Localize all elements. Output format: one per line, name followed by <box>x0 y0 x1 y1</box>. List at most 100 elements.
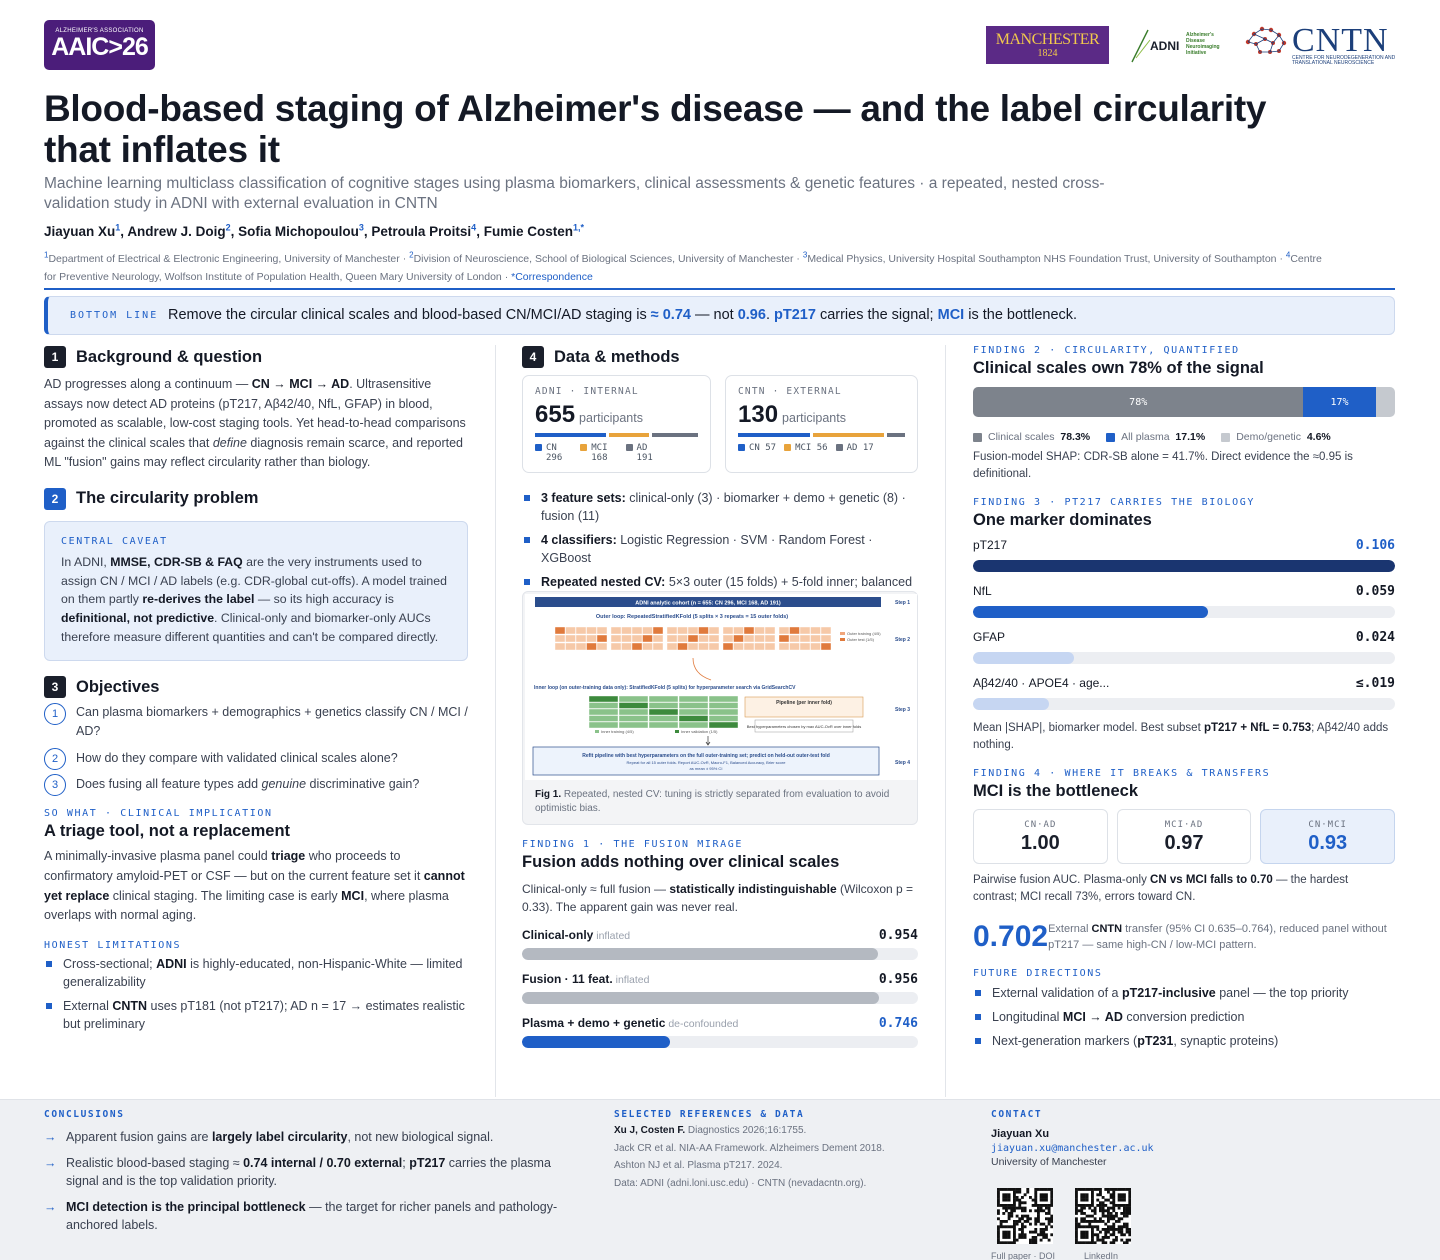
qr-module <box>1101 1209 1105 1213</box>
poster-subtitle: Machine learning multiclass classificati… <box>44 175 1105 212</box>
finding-heading: Fusion adds nothing over clinical scales <box>522 853 840 871</box>
conclusion-item: → Realistic blood-based staging ≈ 0.74 in… <box>44 1156 551 1188</box>
qr-module <box>1039 1198 1043 1202</box>
bar-fill <box>973 652 1075 664</box>
qr-module <box>1037 1217 1040 1221</box>
caveat-kicker: CENTRAL CAVEAT <box>61 535 168 547</box>
qr-code-paper[interactable] <box>997 1188 1053 1244</box>
qr-module <box>1045 1233 1048 1237</box>
adni-mark-icon <box>1131 29 1151 63</box>
qr-module <box>1075 1238 1078 1242</box>
qr-module <box>1021 1206 1024 1210</box>
qr-module <box>1112 1201 1116 1205</box>
qr-module <box>997 1230 1000 1234</box>
qr-module <box>1023 1201 1027 1205</box>
fold-cell <box>575 642 587 651</box>
cohort-bar-segment <box>608 433 650 437</box>
qr-module <box>1083 1230 1086 1234</box>
qr-module <box>1029 1217 1032 1221</box>
qr-module <box>1005 1230 1008 1234</box>
fold-cell <box>799 626 811 635</box>
qr-module <box>1080 1241 1084 1244</box>
qr-module <box>1091 1233 1094 1237</box>
qr-module <box>1002 1196 1006 1199</box>
qr-module <box>1021 1236 1024 1239</box>
inner-fold-cell <box>588 695 619 703</box>
qr-module <box>1010 1206 1014 1210</box>
qr-module <box>1021 1209 1024 1213</box>
qr-module <box>1112 1217 1116 1221</box>
qr-module <box>1128 1198 1131 1202</box>
qr-module <box>1021 1228 1024 1231</box>
qr-module <box>1101 1220 1105 1223</box>
qr-module <box>1125 1204 1129 1207</box>
step-label: Step 4 <box>895 760 910 766</box>
reference-item: Jack CR et al. NIA-AA Framework. Alzheim… <box>614 1142 885 1154</box>
qr-module <box>1005 1225 1008 1229</box>
qr-module <box>1120 1233 1124 1237</box>
inner-fold-cell <box>588 702 619 709</box>
qr-module <box>1101 1238 1105 1242</box>
cohort-legend-item: MCI 168 <box>580 443 608 463</box>
qr-module <box>1093 1212 1097 1215</box>
qr-module <box>1117 1220 1121 1223</box>
refit-box <box>532 746 880 776</box>
qr-module <box>1034 1230 1038 1234</box>
fold-cell <box>733 634 744 643</box>
qr-module <box>997 1241 1000 1244</box>
cntn-transfer-value: 0.702 <box>973 920 1049 953</box>
qr-module <box>1096 1233 1100 1237</box>
qr-module <box>1123 1209 1126 1213</box>
qr-module <box>1077 1204 1081 1207</box>
qr-module <box>1085 1241 1089 1244</box>
poster-title: Blood-based staging of Alzheimer's disea… <box>44 88 1267 170</box>
qr-module <box>1013 1196 1016 1199</box>
nested-cv-diagram: ADNI analytic cohort (n = 655: CN 296, M… <box>532 597 910 776</box>
qr-module <box>1080 1233 1084 1237</box>
qr-module <box>1096 1225 1100 1229</box>
qr-module <box>1034 1201 1038 1205</box>
reference-item: Data: ADNI (adni.loni.usc.edu) · CNTN (n… <box>614 1177 867 1189</box>
qr-module <box>1099 1220 1102 1223</box>
qr-module <box>1091 1220 1094 1223</box>
qr-module <box>1085 1198 1089 1202</box>
qr-module <box>1029 1222 1032 1226</box>
qr-module <box>1045 1212 1048 1215</box>
qr-module <box>1123 1193 1126 1197</box>
qr-module <box>1112 1228 1116 1231</box>
refit-label: Refit pipeline with best hyperparameters… <box>582 753 830 759</box>
qr-module <box>1050 1196 1053 1199</box>
qr-module <box>1015 1198 1019 1202</box>
qr-module <box>1013 1220 1016 1223</box>
fold-cell <box>554 626 566 635</box>
qr-module <box>1099 1217 1102 1221</box>
qr-module <box>1034 1198 1038 1202</box>
qr-module <box>1096 1236 1100 1239</box>
qr-module <box>1002 1241 1006 1244</box>
qr-module <box>1112 1190 1116 1194</box>
qr-module <box>1005 1233 1008 1237</box>
qr-module <box>1042 1193 1046 1197</box>
cohort-legend-item: CN 57 <box>738 443 776 453</box>
contact-email[interactable]: jiayuan.xu@manchester.ac.uk <box>991 1143 1154 1154</box>
qr-module <box>1050 1201 1053 1205</box>
qr-module <box>1034 1238 1038 1242</box>
auc-bar-row: Plasma + demo + genetic de-confounded 0.7… <box>522 1016 918 1048</box>
qr-code-linkedin[interactable] <box>1075 1188 1131 1244</box>
qr-module <box>1039 1230 1043 1234</box>
fold-cell <box>642 642 653 651</box>
qr-module <box>1047 1212 1051 1215</box>
qr-module <box>1104 1198 1108 1202</box>
share-segment <box>1375 387 1395 417</box>
qr-module <box>1005 1241 1008 1244</box>
qr-module <box>1117 1188 1121 1191</box>
bar-track <box>973 652 1395 664</box>
bar-track <box>973 560 1395 572</box>
qr-module <box>1112 1196 1116 1199</box>
qr-module <box>1128 1206 1131 1210</box>
qr-module <box>1045 1236 1048 1239</box>
qr-module <box>1123 1188 1126 1191</box>
qr-module <box>1029 1209 1032 1213</box>
qr-module <box>1034 1188 1038 1191</box>
qr-module <box>1085 1214 1089 1218</box>
